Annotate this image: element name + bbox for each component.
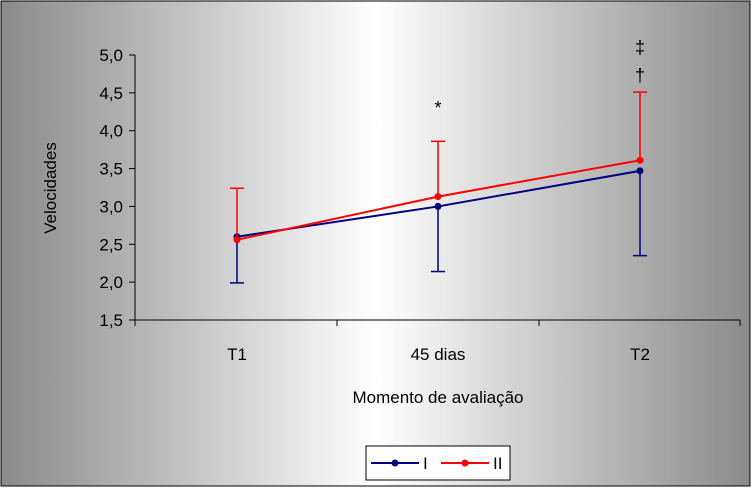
data-point bbox=[434, 193, 442, 201]
y-tick-label: 3,0 bbox=[99, 197, 123, 216]
significance-marker: † bbox=[635, 65, 645, 85]
legend-marker-i bbox=[391, 459, 399, 467]
data-point bbox=[233, 236, 241, 244]
significance-marker: ‡ bbox=[635, 37, 645, 57]
legend: I II bbox=[365, 445, 511, 481]
axes bbox=[134, 55, 740, 321]
x-tick-label: T1 bbox=[227, 345, 247, 364]
data-point bbox=[434, 202, 442, 210]
x-ticks: T1 45 dias T2 bbox=[134, 320, 741, 364]
y-tick-label: 2,5 bbox=[99, 235, 123, 254]
y-tick-label: 5,0 bbox=[99, 46, 123, 65]
y-tick-label: 4,0 bbox=[99, 122, 123, 141]
legend-label-ii: II bbox=[493, 454, 502, 473]
series-ii bbox=[230, 91, 647, 244]
y-ticks: 1,5 2,0 2,5 3,0 3,5 4,0 4,5 5,0 bbox=[99, 46, 135, 330]
y-tick-label: 1,5 bbox=[99, 311, 123, 330]
annotations: * ‡ † bbox=[434, 37, 645, 118]
y-tick-label: 2,0 bbox=[99, 273, 123, 292]
significance-marker: * bbox=[434, 98, 441, 118]
y-tick-label: 3,5 bbox=[99, 160, 123, 179]
data-point bbox=[636, 167, 644, 175]
y-axis-label: Velocidades bbox=[41, 142, 60, 234]
legend-label-i: I bbox=[423, 454, 428, 473]
x-tick-label: T2 bbox=[630, 345, 650, 364]
data-point bbox=[636, 156, 644, 164]
x-tick-label: 45 dias bbox=[411, 345, 466, 364]
x-axis-label: Momento de avaliação bbox=[352, 388, 523, 407]
y-tick-label: 4,5 bbox=[99, 84, 123, 103]
series-layer bbox=[230, 91, 647, 284]
legend-marker-ii bbox=[461, 459, 469, 467]
